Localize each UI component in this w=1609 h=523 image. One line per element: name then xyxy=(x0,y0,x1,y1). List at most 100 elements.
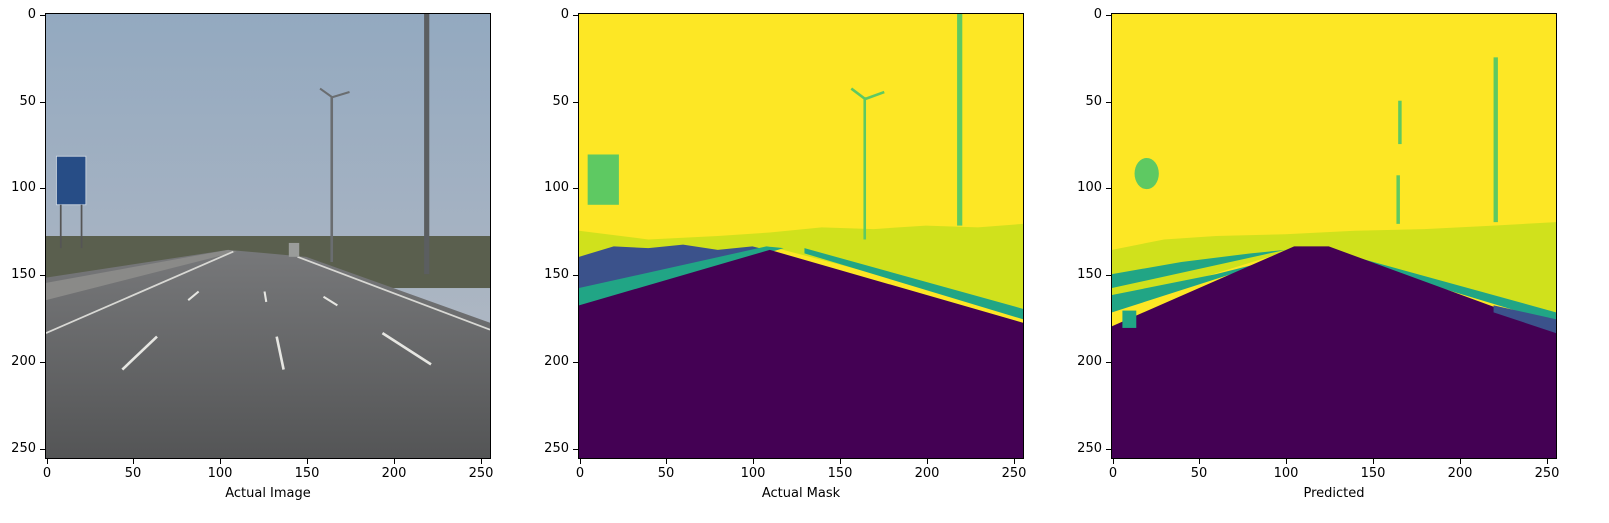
mask-predicted xyxy=(1112,14,1556,458)
panel-actual-mask: 0 50 100 150 200 250 0 50 100 150 200 25… xyxy=(533,0,1053,523)
y-tick-label: 0 xyxy=(27,7,36,22)
x-tick-mark xyxy=(666,458,667,464)
x-tick-mark xyxy=(1547,458,1548,464)
street-pole xyxy=(424,14,430,275)
x-axis-label: Predicted xyxy=(1303,486,1365,501)
image-actual-photo xyxy=(45,13,491,459)
y-tick-label: 0 xyxy=(1093,7,1102,22)
image-actual-mask xyxy=(578,13,1024,459)
x-axis-label: Actual Image xyxy=(225,486,311,501)
y-tick-label: 200 xyxy=(544,354,569,369)
pred-barrier-blob xyxy=(1122,310,1137,328)
y-tick-mark xyxy=(40,188,46,189)
y-tick-mark xyxy=(1106,102,1112,103)
lane-dash xyxy=(322,295,338,307)
pred-sign-blob xyxy=(1134,157,1159,190)
x-tick-mark xyxy=(1199,458,1200,464)
x-tick-label: 250 xyxy=(468,466,494,481)
mask-lamp-arms xyxy=(850,87,885,101)
mask-sign xyxy=(587,154,619,205)
mask-ground-truth xyxy=(579,14,1023,458)
y-tick-label: 50 xyxy=(552,94,569,109)
x-tick-label: 150 xyxy=(1360,466,1386,481)
y-tick-label: 200 xyxy=(1077,354,1102,369)
y-tick-mark xyxy=(573,188,579,189)
x-tick-label: 50 xyxy=(657,466,675,481)
y-tick-mark xyxy=(40,449,46,450)
x-tick-mark xyxy=(394,458,395,464)
x-tick-label: 250 xyxy=(1534,466,1560,481)
x-tick-label: 200 xyxy=(381,466,407,481)
y-tick-label: 250 xyxy=(1077,441,1102,456)
x-tick-label: 200 xyxy=(914,466,940,481)
y-tick-label: 0 xyxy=(560,7,569,22)
x-tick-label: 0 xyxy=(1108,466,1118,481)
distant-vehicle xyxy=(288,242,300,257)
y-tick-label: 150 xyxy=(11,267,36,282)
image-predicted-mask xyxy=(1111,13,1557,459)
y-tick-mark xyxy=(40,102,46,103)
y-tick-label: 150 xyxy=(544,267,569,282)
mask-lamp-pole xyxy=(863,97,867,240)
y-tick-mark xyxy=(1106,188,1112,189)
panel-actual-image: 0 50 100 150 200 250 0 50 100 150 200 25… xyxy=(0,0,520,523)
y-tick-label: 100 xyxy=(544,180,569,195)
y-tick-label: 100 xyxy=(11,180,36,195)
y-tick-label: 150 xyxy=(1077,267,1102,282)
x-tick-mark xyxy=(481,458,482,464)
y-tick-mark xyxy=(40,362,46,363)
x-tick-mark xyxy=(1373,458,1374,464)
lamp-arms xyxy=(319,87,350,99)
lane-dash xyxy=(121,335,158,371)
y-tick-label: 50 xyxy=(1085,94,1102,109)
x-tick-mark xyxy=(307,458,308,464)
x-tick-label: 250 xyxy=(1001,466,1027,481)
lane-dash xyxy=(275,336,285,370)
y-tick-mark xyxy=(1106,449,1112,450)
lane-dash xyxy=(187,290,200,301)
x-tick-mark xyxy=(1460,458,1461,464)
x-tick-mark xyxy=(220,458,221,464)
y-tick-label: 250 xyxy=(11,441,36,456)
pred-pole xyxy=(1493,57,1498,223)
sign-post xyxy=(59,204,62,249)
y-tick-label: 50 xyxy=(19,94,36,109)
pred-pole-fragment xyxy=(1398,100,1402,145)
mask-pole xyxy=(957,14,963,226)
x-tick-label: 50 xyxy=(1190,466,1208,481)
road-photo xyxy=(46,14,490,458)
x-tick-label: 150 xyxy=(294,466,320,481)
y-tick-label: 100 xyxy=(1077,180,1102,195)
x-tick-mark xyxy=(1014,458,1015,464)
y-tick-mark xyxy=(40,15,46,16)
pred-divider xyxy=(1493,305,1556,334)
pred-right-barrier xyxy=(1354,256,1556,323)
x-tick-label: 100 xyxy=(740,466,766,481)
lane-dash xyxy=(381,332,432,366)
pred-pole-fragment xyxy=(1396,175,1400,224)
y-tick-mark xyxy=(573,362,579,363)
lamp-pole xyxy=(330,97,334,263)
x-tick-mark xyxy=(1113,458,1114,464)
pred-left-barrier xyxy=(1112,249,1286,289)
x-tick-label: 0 xyxy=(575,466,585,481)
sign-post xyxy=(80,204,83,249)
y-tick-mark xyxy=(573,15,579,16)
y-tick-mark xyxy=(1106,275,1112,276)
x-tick-mark xyxy=(133,458,134,464)
y-tick-mark xyxy=(573,275,579,276)
road-sign xyxy=(55,155,87,206)
x-tick-label: 150 xyxy=(827,466,853,481)
y-tick-mark xyxy=(573,449,579,450)
left-edge-line xyxy=(46,250,234,334)
mask-right-barrier xyxy=(804,248,1023,320)
y-tick-mark xyxy=(1106,362,1112,363)
right-edge-line xyxy=(297,256,490,331)
x-tick-label: 50 xyxy=(124,466,142,481)
x-tick-label: 100 xyxy=(1273,466,1299,481)
road-surface xyxy=(46,249,490,458)
mask-road xyxy=(579,249,1023,458)
x-tick-label: 100 xyxy=(207,466,233,481)
pred-vegetation xyxy=(1112,222,1556,318)
y-tick-mark xyxy=(1106,15,1112,16)
